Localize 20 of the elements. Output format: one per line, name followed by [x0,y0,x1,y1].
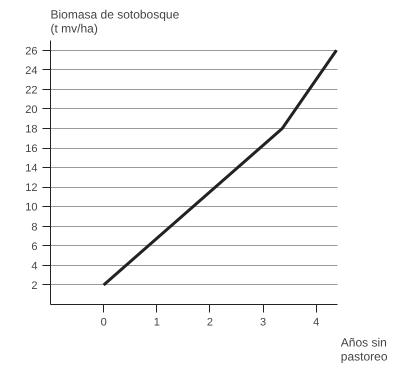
y-tick-label: 20 [25,104,38,116]
y-tick-label: 14 [25,162,38,175]
y-tick-label: 2 [31,280,38,292]
y-tick-label: 6 [31,240,38,253]
y-tick-label: 16 [25,143,38,156]
y-tick-label: 10 [25,202,38,214]
y-tick-label: 26 [25,45,38,58]
y-tick-label: 12 [25,182,38,194]
y-tick-label: 4 [31,260,38,272]
x-tick-label: 0 [100,316,107,328]
y-tick-label: 8 [31,221,38,234]
x-axis-title: Años sin pastoreo [340,336,388,364]
y-tick-label: 24 [25,64,38,77]
y-tick-label: 22 [25,84,38,96]
x-tick-label: 4 [313,316,320,328]
y-axis-title: Biomasa de sotobosque (t mv/ha) [50,8,180,36]
x-tick-label: 1 [154,316,160,328]
y-tick-label: 18 [25,124,38,136]
x-tick-label: 3 [260,316,266,328]
x-tick-label: 2 [206,316,214,328]
